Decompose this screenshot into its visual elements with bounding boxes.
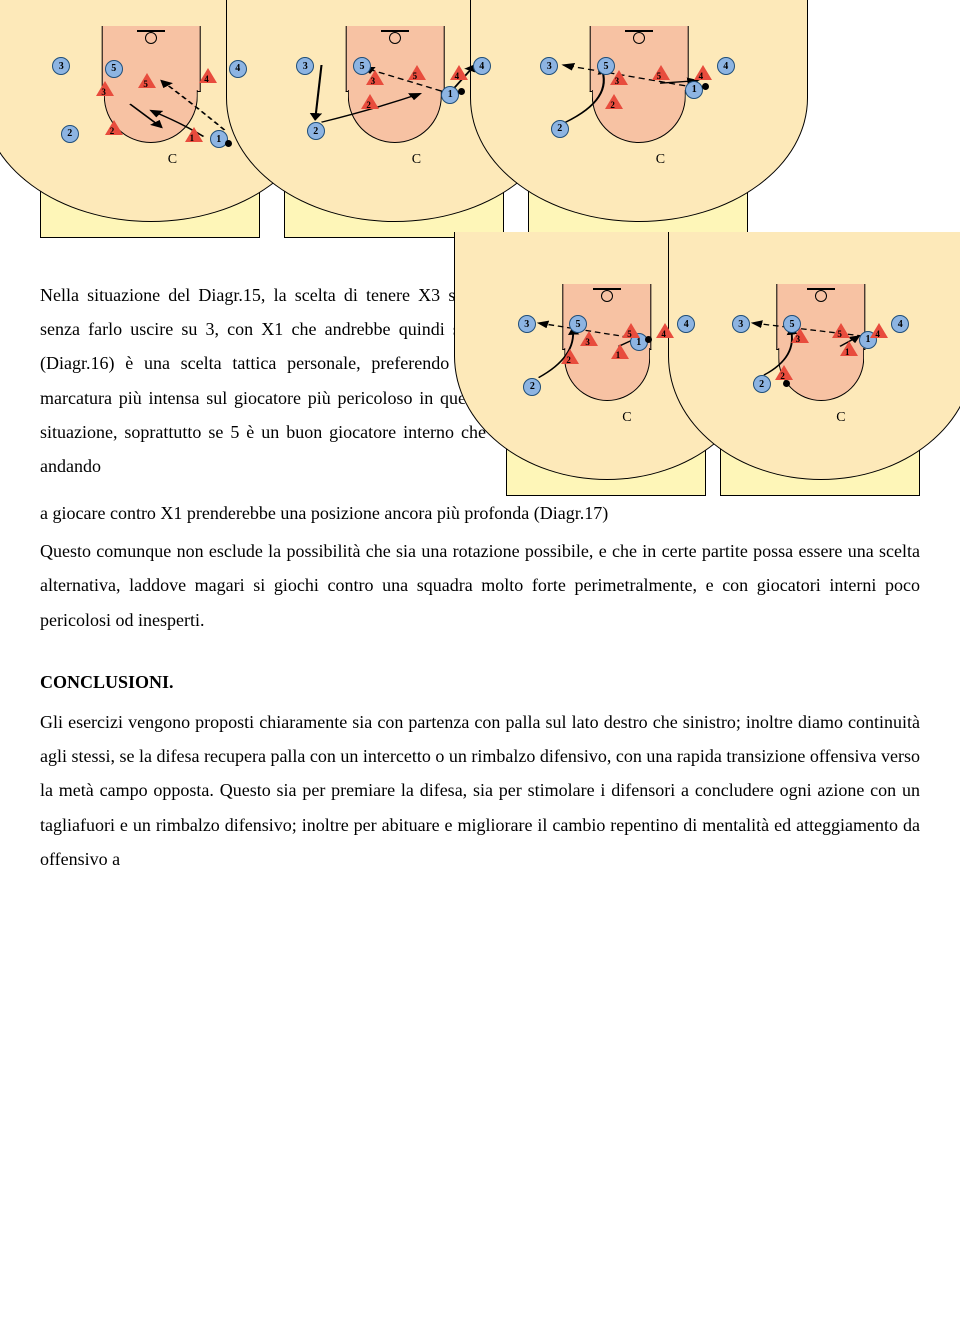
coach-label: C [836, 405, 845, 432]
defense-player [138, 73, 156, 88]
defense-player [791, 328, 809, 343]
defense-player [450, 65, 468, 80]
offense-player: 2 [523, 378, 541, 396]
offense-player: 3 [518, 315, 536, 333]
defense-player [870, 323, 888, 338]
defense-player [105, 120, 123, 135]
diagram-17: 17 3 5 4 1 2 [720, 278, 920, 496]
defense-player [366, 70, 384, 85]
defense-player [605, 94, 623, 109]
defense-player [652, 65, 670, 80]
diagram-15: 15 3 5 4 1 2 C [528, 20, 748, 238]
coach-label: C [622, 405, 631, 432]
offense-player: 2 [753, 375, 771, 393]
para-with-diagrams: Nella situazione del Diagr.15, la scelta… [40, 278, 920, 496]
defense-player [610, 70, 628, 85]
defense-player [185, 127, 203, 142]
coach-label: C [656, 147, 665, 174]
defense-player [656, 323, 674, 338]
court-15: 3 5 4 1 2 C [533, 25, 745, 157]
defense-player [694, 65, 712, 80]
defense-player [561, 349, 579, 364]
offense-player: 2 [61, 125, 79, 143]
offense-player: 4 [229, 60, 247, 78]
defense-player [96, 81, 114, 96]
defense-player [611, 344, 629, 359]
offense-player: 2 [307, 122, 325, 140]
defense-player [622, 323, 640, 338]
offense-player: 1 [441, 86, 459, 104]
conclusioni-heading: CONCLUSIONI. [40, 665, 920, 699]
defense-player [775, 365, 793, 380]
offense-player: 4 [473, 57, 491, 75]
defense-player [199, 68, 217, 83]
paragraph-4: Gli esercizi vengono proposti chiarament… [40, 705, 920, 876]
defense-player [361, 94, 379, 109]
offense-player: 2 [551, 120, 569, 138]
paragraph-3: Questo comunque non esclude la possibili… [40, 534, 920, 637]
coach-label: C [412, 147, 421, 174]
ball-icon [645, 336, 652, 343]
offense-player: 4 [717, 57, 735, 75]
defense-player [408, 65, 426, 80]
defense-player [580, 331, 598, 346]
court-17: 3 5 4 1 2 C [725, 283, 917, 415]
offense-player: 3 [732, 315, 750, 333]
paragraph-1: Nella situazione del Diagr.15, la scelta… [40, 278, 486, 483]
defense-player [840, 341, 858, 356]
ball-icon [225, 140, 232, 147]
offense-player: 5 [105, 60, 123, 78]
defense-player [832, 323, 850, 338]
diagrams-inline-row: 16 3 5 4 1 2 [506, 278, 920, 496]
coach-label: C [168, 147, 177, 174]
diagrams-top-row: 13 3 5 4 2 1 [40, 20, 920, 238]
paragraph-2: a giocare contro X1 prenderebbe una posi… [40, 496, 920, 530]
